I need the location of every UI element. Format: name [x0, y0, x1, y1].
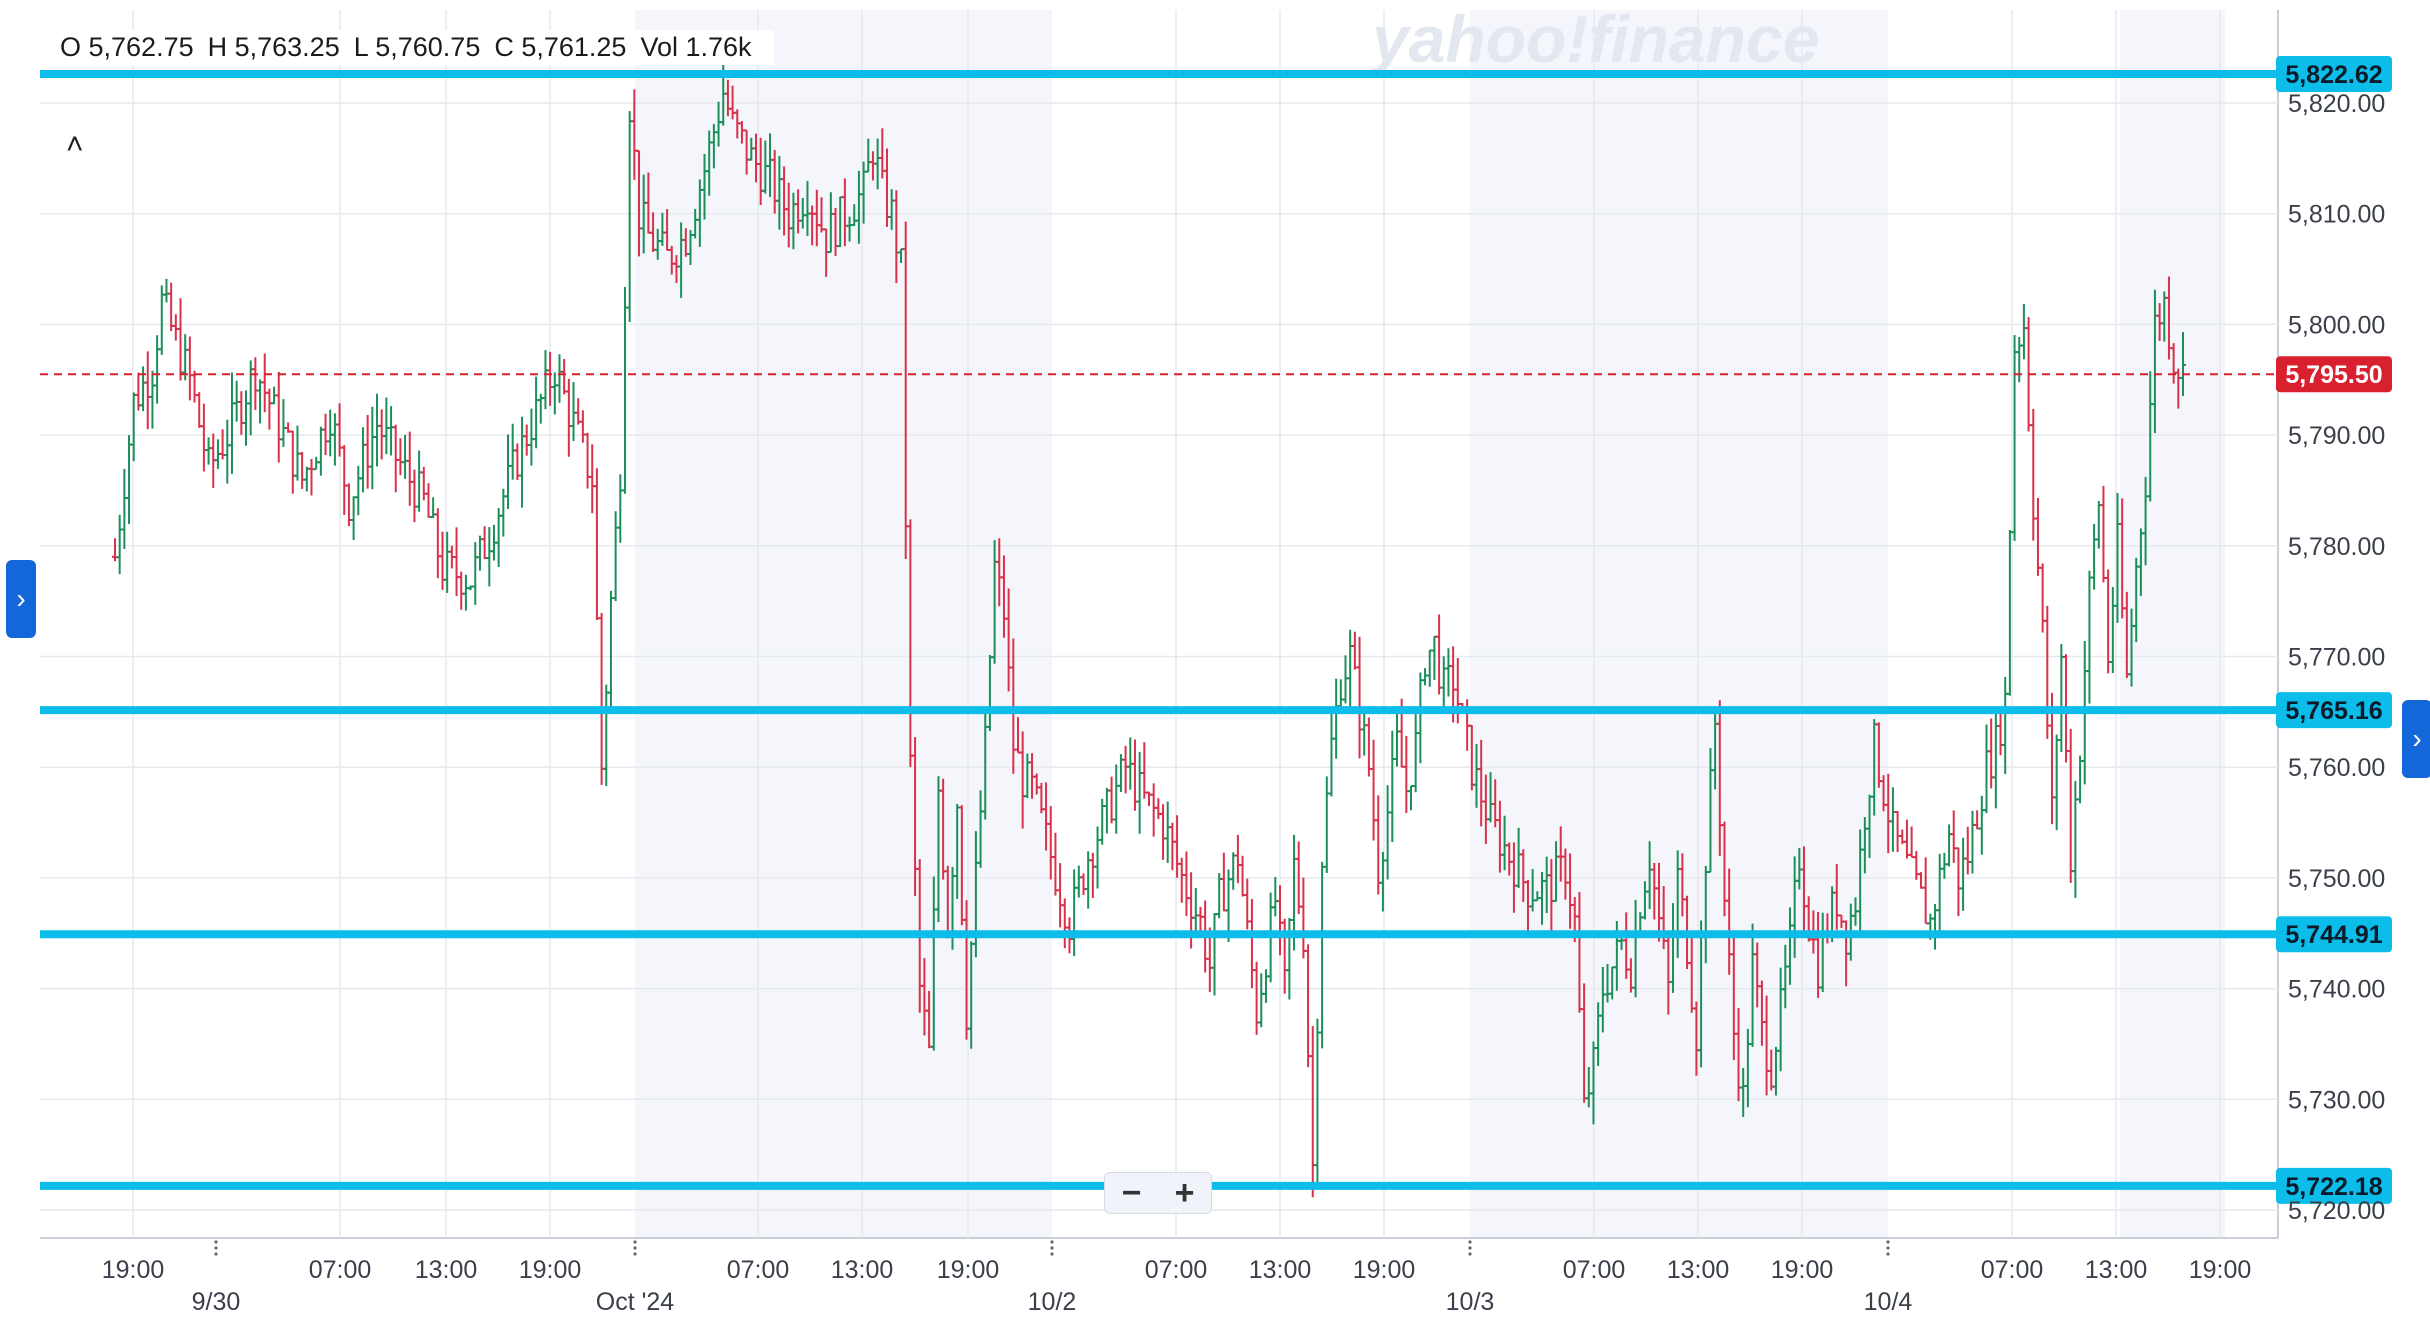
date-tick: [1886, 1240, 1890, 1244]
y-tick-label: 5,720.00: [2288, 1197, 2385, 1225]
x-tick-label: 07:00: [309, 1256, 372, 1284]
x-tick-label: 19:00: [1771, 1256, 1834, 1284]
zoom-out-button[interactable]: −: [1121, 1173, 1142, 1212]
chevron-right-icon: ›: [2412, 723, 2422, 754]
horizontal-line-tag: [2276, 55, 2392, 92]
last-price-tag: [2276, 356, 2392, 393]
x-tick-label: 07:00: [1145, 1256, 1208, 1284]
date-tick: [633, 1246, 637, 1250]
x-tick-label: 13:00: [1667, 1256, 1730, 1284]
date-tick: [1050, 1246, 1054, 1250]
date-tick: [1050, 1240, 1054, 1244]
horizontal-line-tag: [2276, 692, 2392, 729]
date-tick: [1468, 1252, 1472, 1256]
date-tick: [214, 1252, 218, 1256]
date-tick: [633, 1252, 637, 1256]
x-tick-label: 19:00: [2189, 1256, 2252, 1284]
left-panel-toggle[interactable]: ›: [6, 560, 36, 638]
y-tick-label: 5,810.00: [2288, 201, 2385, 229]
session-band: [2120, 10, 2225, 1238]
date-tick: [214, 1246, 218, 1250]
date-tick: [1468, 1240, 1472, 1244]
y-tick-label: 5,750.00: [2288, 865, 2385, 893]
horizontal-line-label: 5,744.91: [2285, 921, 2382, 949]
date-label: 10/3: [1446, 1288, 1495, 1316]
ohlc-high: H 5,763.25: [207, 32, 340, 62]
horizontal-line-tag: [2276, 1167, 2392, 1204]
ohlc-readout: O 5,762.75 H 5,763.25 L 5,760.75 C 5,761.25…: [52, 30, 774, 65]
zoom-in-button[interactable]: +: [1174, 1173, 1195, 1212]
x-tick-label: 19:00: [937, 1256, 1000, 1284]
y-tick-label: 5,770.00: [2288, 644, 2385, 672]
date-tick: [214, 1240, 218, 1244]
x-tick-label: 13:00: [1249, 1256, 1312, 1284]
ohlc-low: L 5,760.75: [353, 32, 481, 62]
horizontal-line-tag: [2276, 916, 2392, 953]
last-price-label: 5,795.50: [2285, 361, 2382, 389]
x-tick-label: 13:00: [2085, 1256, 2148, 1284]
chevron-right-icon: ›: [16, 583, 26, 614]
date-label: 9/30: [192, 1288, 241, 1316]
ohlc-open: O 5,762.75: [60, 32, 194, 62]
date-tick: [1886, 1252, 1890, 1256]
y-tick-label: 5,780.00: [2288, 533, 2385, 561]
date-tick: [1468, 1246, 1472, 1250]
y-tick-label: 5,800.00: [2288, 311, 2385, 339]
y-tick-label: 5,740.00: [2288, 976, 2385, 1004]
x-tick-label: 19:00: [519, 1256, 582, 1284]
date-label: Oct '24: [596, 1288, 675, 1316]
x-tick-label: 13:00: [415, 1256, 478, 1284]
ohlc-volume: Vol 1.76k: [640, 32, 752, 62]
ohlc-close: C 5,761.25: [494, 32, 627, 62]
x-tick-label: 07:00: [727, 1256, 790, 1284]
date-label: 10/4: [1864, 1288, 1913, 1316]
x-tick-label: 19:00: [1353, 1256, 1416, 1284]
horizontal-line-label: 5,822.62: [2285, 61, 2382, 89]
session-band: [635, 10, 1052, 1238]
date-label: 10/2: [1028, 1288, 1077, 1316]
x-tick-label: 07:00: [1981, 1256, 2044, 1284]
date-tick: [1050, 1252, 1054, 1256]
x-tick-label: 19:00: [102, 1256, 165, 1284]
watermark: yahoo!finance: [1369, 2, 1819, 76]
x-tick-label: 07:00: [1563, 1256, 1626, 1284]
horizontal-line-label: 5,765.16: [2285, 697, 2382, 725]
y-tick-label: 5,820.00: [2288, 90, 2385, 118]
y-tick-label: 5,730.00: [2288, 1086, 2385, 1114]
date-tick: [1886, 1246, 1890, 1250]
x-tick-label: 13:00: [831, 1256, 894, 1284]
horizontal-line-label: 5,722.18: [2285, 1173, 2382, 1201]
y-tick-label: 5,760.00: [2288, 754, 2385, 782]
y-tick-label: 5,790.00: [2288, 422, 2385, 450]
chevron-up-icon[interactable]: ˄: [66, 128, 84, 161]
session-band: [1470, 10, 1888, 1238]
right-panel-toggle[interactable]: ›: [2402, 700, 2430, 778]
date-tick: [633, 1240, 637, 1244]
zoom-controls: − +: [1104, 1172, 1212, 1214]
